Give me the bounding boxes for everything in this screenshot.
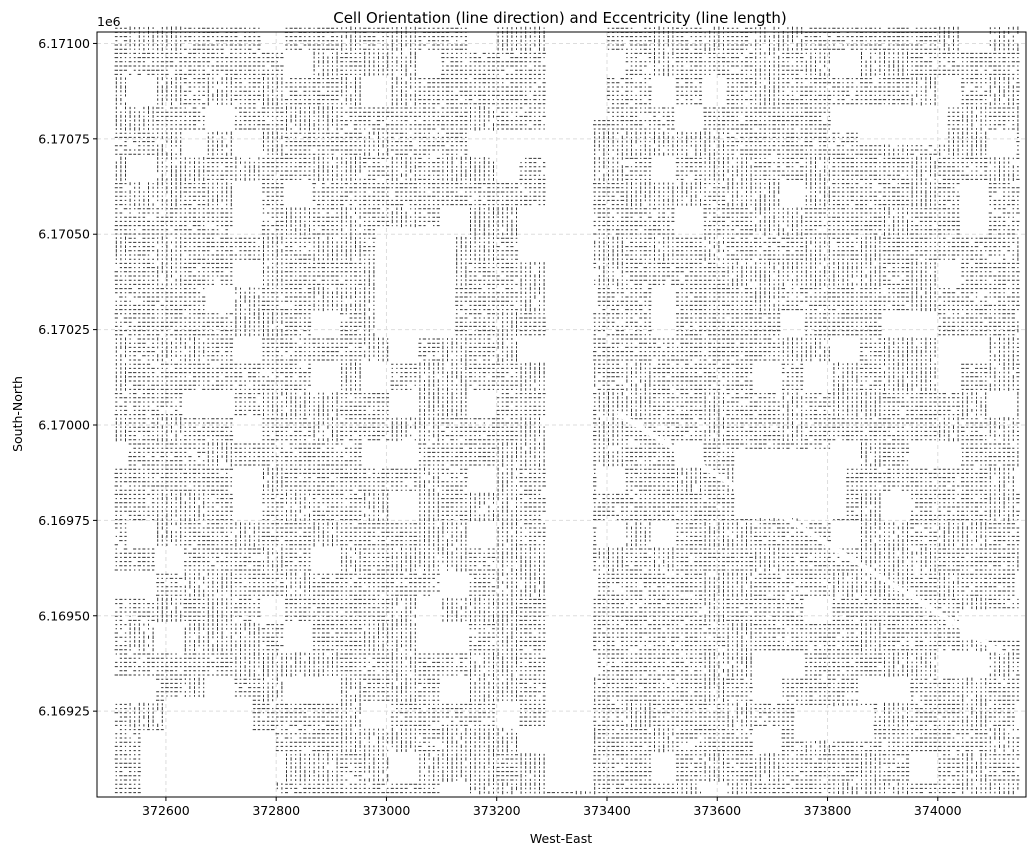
y-tick-label: 6.17000: [38, 417, 90, 432]
x-tick-label: 373600: [693, 803, 741, 818]
x-tick-label: 373000: [363, 803, 411, 818]
y-axis-label: South-North: [10, 376, 25, 452]
y-tick-label: 6.16950: [38, 608, 90, 623]
x-tick-label: 373200: [473, 803, 521, 818]
y-tick-label: 6.17025: [38, 322, 90, 337]
x-tick-label: 373800: [804, 803, 852, 818]
orientation-lines: [114, 26, 1020, 795]
cell-orientation-lines: [114, 26, 1020, 795]
y-tick-label: 6.16975: [38, 513, 90, 528]
grid: [97, 32, 1026, 797]
y-axis-ticks: 6.16925 6.16950 6.16975 6.17000 6.17025 6.170…: [38, 36, 97, 719]
y-tick-label: 6.17050: [38, 227, 90, 242]
y-tick-label: 6.17100: [38, 36, 90, 51]
chart-title: Cell Orientation (line direction) and Ec…: [333, 9, 787, 27]
plot-frame: [96, 31, 1027, 798]
y-tick-label: 6.16925: [38, 704, 90, 719]
y-offset-label: 1e6: [97, 14, 121, 29]
diagonal-gap-line: [616, 411, 1006, 657]
x-axis-ticks: 372600 372800 373000 373200 373400 373600 3738…: [142, 797, 962, 818]
y-tick-label: 6.17075: [38, 131, 90, 146]
feature-lines: [616, 411, 1006, 657]
plot-area: [96, 26, 1027, 798]
x-tick-label: 374000: [914, 803, 962, 818]
x-tick-label: 373400: [583, 803, 631, 818]
x-tick-label: 372800: [252, 803, 300, 818]
x-tick-label: 372600: [142, 803, 190, 818]
x-axis-label: West-East: [530, 831, 592, 846]
